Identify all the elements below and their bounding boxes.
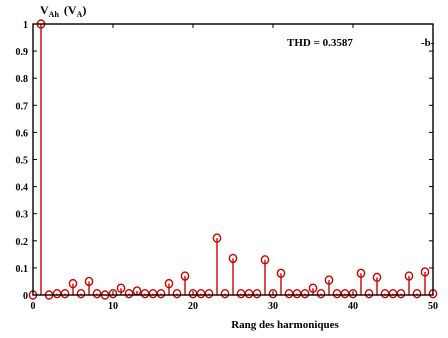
stem-marker <box>340 288 350 299</box>
stem-marker <box>220 288 230 299</box>
stem-marker <box>212 233 222 243</box>
x-tick-label: 10 <box>108 301 118 312</box>
stem-marker <box>332 288 342 299</box>
stem-marker <box>260 255 270 265</box>
stem-marker <box>60 288 70 299</box>
y-tick-label: 0.1 <box>16 264 29 275</box>
stem-marker <box>140 288 150 299</box>
x-tick-label: 20 <box>188 301 198 312</box>
stem-marker <box>108 288 118 299</box>
stem-marker <box>420 267 430 277</box>
stem-marker <box>372 272 382 283</box>
stem-marker <box>52 288 62 299</box>
x-axis-ticks: 0 10 20 30 40 50 <box>31 24 438 312</box>
stem-marker <box>348 288 358 299</box>
y-tick-label: 0.6 <box>16 128 29 139</box>
stem-marker <box>316 288 326 299</box>
plot-frame <box>32 23 434 296</box>
stem-marker <box>204 288 214 299</box>
stem-marker <box>116 283 126 293</box>
stem-series <box>28 19 438 300</box>
y-tick-label: 0.4 <box>16 183 29 194</box>
stem-marker <box>380 288 390 299</box>
stem-marker <box>252 288 262 299</box>
stem-marker <box>76 288 86 299</box>
x-tick-label: 0 <box>31 301 36 312</box>
stem-marker <box>276 268 286 279</box>
stem-marker <box>404 271 414 281</box>
y-tick-label: 0.7 <box>16 101 29 112</box>
x-tick-label: 50 <box>428 301 438 312</box>
stem-marker <box>188 288 198 299</box>
x-tick-label: 40 <box>348 301 358 312</box>
y-tick-label: 1 <box>23 20 28 31</box>
y-tick-label: 0.5 <box>16 156 29 167</box>
stem-marker <box>164 278 174 289</box>
x-tick-label: 30 <box>268 301 278 312</box>
y-tick-label: 0.8 <box>16 74 29 85</box>
y-axis-ticks: 0 0.1 0.2 0.3 0.4 0.5 0.6 0.7 0.8 0.9 1 <box>16 20 433 302</box>
stem-marker <box>172 288 182 299</box>
stem-marker <box>180 271 190 281</box>
stem-marker <box>388 288 398 299</box>
stem-marker <box>244 288 254 299</box>
thd-annotation: THD = 0.3587 <box>287 37 353 49</box>
stem-marker <box>228 253 238 264</box>
stem-marker <box>156 288 166 299</box>
stem-marker <box>196 288 206 299</box>
panel-label: -b- <box>421 37 435 49</box>
stem-marker <box>284 288 294 299</box>
stem-marker <box>124 288 134 299</box>
stem-marker <box>92 288 102 299</box>
stem-marker <box>364 288 374 299</box>
stem-marker <box>300 288 310 299</box>
y-axis-label: VAh (VA) <box>40 3 86 19</box>
stem-marker <box>84 276 94 287</box>
stem-marker <box>412 288 422 299</box>
stem-marker <box>148 288 158 299</box>
stem-marker <box>68 278 78 289</box>
stem-marker <box>308 283 318 293</box>
stem-marker <box>396 288 406 299</box>
y-tick-label: 0.2 <box>16 237 29 248</box>
stem-marker <box>292 288 302 299</box>
stem-marker <box>268 288 278 299</box>
y-tick-label: 0.3 <box>16 210 29 221</box>
y-tick-label: 0.9 <box>16 47 29 58</box>
stem-marker <box>236 288 246 299</box>
y-tick-label: 0 <box>23 291 28 302</box>
x-axis-label: Rang des harmoniques <box>231 319 339 331</box>
stem-marker <box>324 275 334 285</box>
stem-marker <box>356 268 366 279</box>
